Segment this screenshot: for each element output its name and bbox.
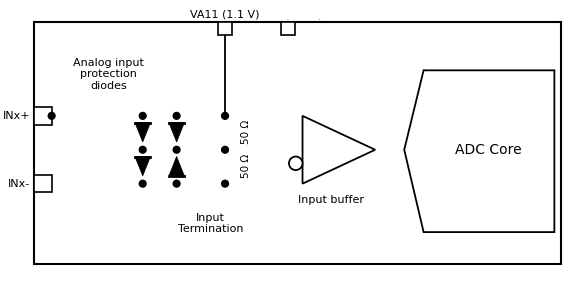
Circle shape xyxy=(173,180,180,187)
Circle shape xyxy=(48,112,55,119)
Text: ADC Core: ADC Core xyxy=(455,143,522,157)
Text: VA11 (1.1 V): VA11 (1.1 V) xyxy=(190,9,260,19)
Circle shape xyxy=(140,112,146,119)
Bar xyxy=(34,22,561,264)
Circle shape xyxy=(222,146,229,153)
Polygon shape xyxy=(302,116,375,184)
Bar xyxy=(34,175,52,192)
Text: Input buffer: Input buffer xyxy=(298,195,364,205)
Polygon shape xyxy=(169,156,184,176)
Polygon shape xyxy=(169,123,184,142)
Circle shape xyxy=(173,146,180,153)
Text: 50 Ω: 50 Ω xyxy=(241,154,251,178)
Text: VA11 (1.1 V): VA11 (1.1 V) xyxy=(253,9,323,19)
Bar xyxy=(34,107,52,125)
Circle shape xyxy=(140,146,146,153)
Circle shape xyxy=(173,112,180,119)
Circle shape xyxy=(289,156,302,170)
Polygon shape xyxy=(404,70,554,232)
Bar xyxy=(218,22,232,36)
Text: INx+: INx+ xyxy=(3,111,30,121)
Circle shape xyxy=(140,180,146,187)
Circle shape xyxy=(222,112,229,119)
Polygon shape xyxy=(135,123,151,142)
Text: Analog input
protection
diodes: Analog input protection diodes xyxy=(74,58,144,91)
Text: 50 Ω: 50 Ω xyxy=(241,120,251,145)
Text: INx-: INx- xyxy=(8,179,30,189)
Bar xyxy=(17,5,578,19)
Polygon shape xyxy=(135,156,151,176)
Text: Input
Termination: Input Termination xyxy=(178,213,243,234)
Bar xyxy=(281,22,295,36)
Circle shape xyxy=(222,180,229,187)
